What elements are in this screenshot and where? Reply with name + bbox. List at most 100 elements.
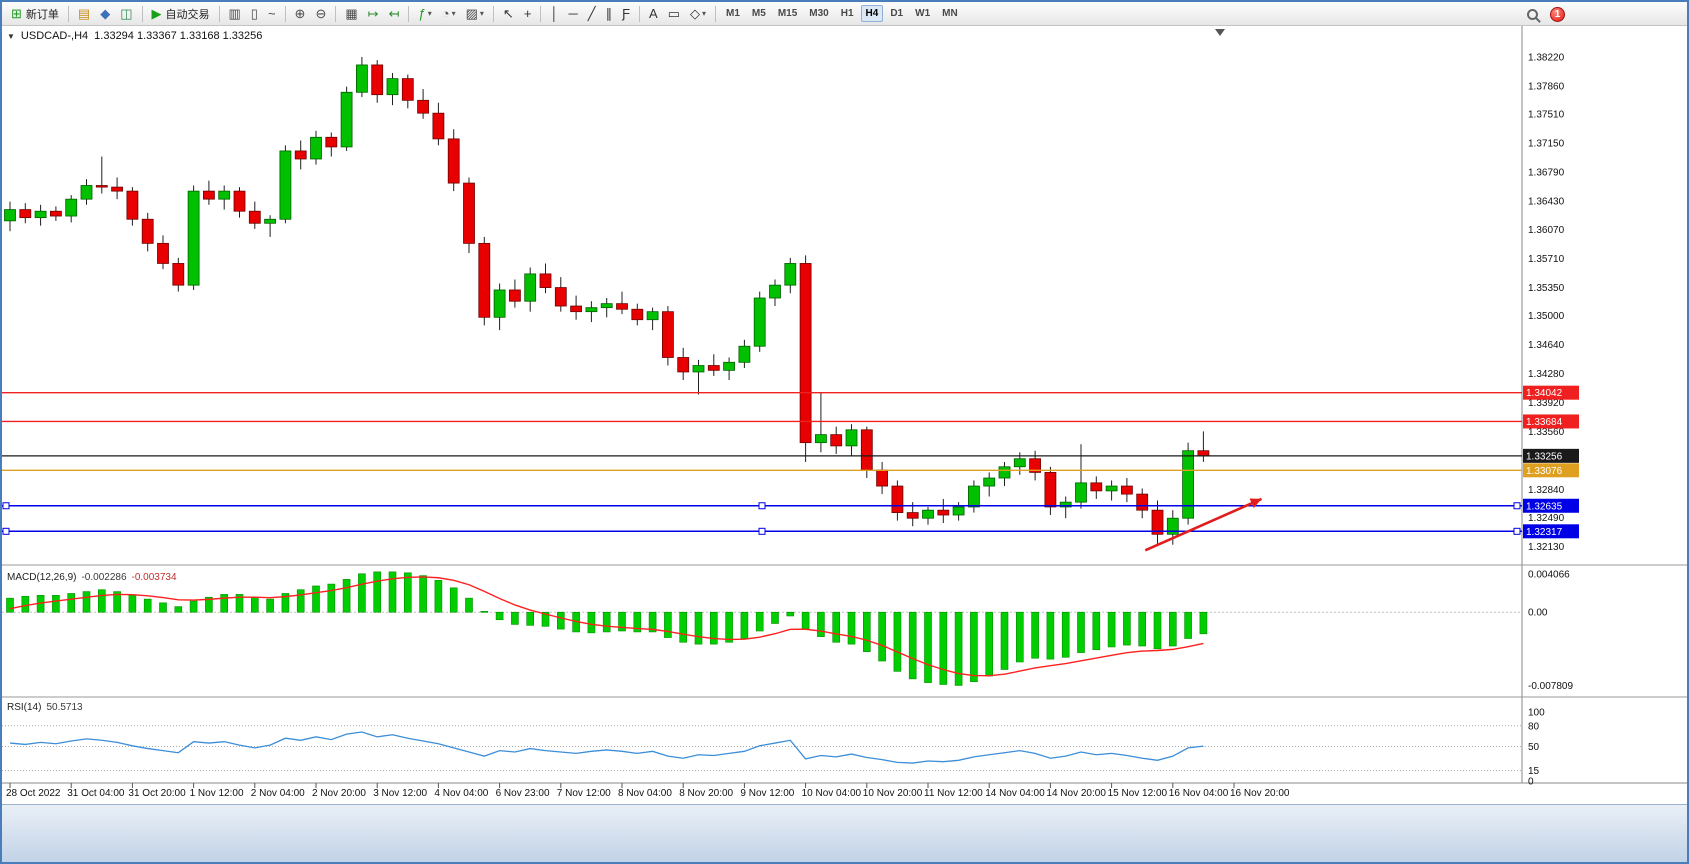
svg-text:15: 15 xyxy=(1528,766,1540,777)
timeframe-m15-button[interactable]: M15 xyxy=(777,8,798,19)
market-watch-button[interactable]: ▤ xyxy=(74,4,94,24)
vertical-line-button[interactable]: │ xyxy=(546,4,562,24)
svg-text:1.38220: 1.38220 xyxy=(1528,52,1565,63)
chart-dropdown-icon[interactable]: ▼ xyxy=(7,31,15,41)
candlestick-chart-icon: ▯ xyxy=(250,6,258,21)
price-tag: 1.33256 xyxy=(1523,448,1579,463)
svg-text:4 Nov 04:00: 4 Nov 04:00 xyxy=(434,788,488,799)
terminal-button[interactable]: ◫ xyxy=(116,4,136,24)
terminal-icon: ◫ xyxy=(120,6,133,21)
svg-text:1.36430: 1.36430 xyxy=(1528,196,1565,207)
auto-trading-button-label: 自动交易 xyxy=(165,8,210,21)
notification-badge[interactable]: 1 xyxy=(1550,6,1565,22)
periods-button[interactable]: ◔ ▾ xyxy=(438,4,460,24)
channel-button[interactable]: ∥ xyxy=(602,4,617,24)
indicators-icon: ƒ xyxy=(418,6,426,21)
toolbar-separator xyxy=(540,5,542,22)
auto-scroll-icon: ↦ xyxy=(367,6,379,21)
rsi-value: 50.5713 xyxy=(46,702,83,713)
svg-text:1.33920: 1.33920 xyxy=(1528,398,1565,409)
svg-text:1.32130: 1.32130 xyxy=(1528,542,1565,553)
svg-text:80: 80 xyxy=(1528,721,1540,732)
timeframe-m30-button[interactable]: M30 xyxy=(809,8,829,19)
svg-text:8 Nov 20:00: 8 Nov 20:00 xyxy=(679,788,733,799)
svg-text:11 Nov 12:00: 11 Nov 12:00 xyxy=(924,788,983,799)
templates-button[interactable]: ▨ ▾ xyxy=(462,4,488,24)
timeframe-d1-button[interactable]: D1 xyxy=(890,8,904,19)
text-label-button[interactable]: ▭ xyxy=(664,4,684,24)
svg-text:3 Nov 12:00: 3 Nov 12:00 xyxy=(373,788,427,799)
svg-text:2 Nov 20:00: 2 Nov 20:00 xyxy=(312,788,366,799)
toolbar-separator xyxy=(715,5,717,22)
svg-text:0.004066: 0.004066 xyxy=(1528,570,1570,581)
svg-text:1.32490: 1.32490 xyxy=(1528,513,1565,524)
navigator-icon: ◆ xyxy=(100,6,111,21)
toolbar-separator xyxy=(639,5,641,22)
svg-text:14 Nov 04:00: 14 Nov 04:00 xyxy=(985,788,1045,799)
rsi-line xyxy=(9,731,1204,764)
new-order-icon: ⊞ xyxy=(11,6,22,21)
timeframe-mn-button[interactable]: MN xyxy=(942,8,958,19)
search-icon[interactable] xyxy=(1527,8,1538,20)
svg-text:1.37860: 1.37860 xyxy=(1528,81,1565,92)
candlestick-series xyxy=(4,56,1210,545)
chart-window[interactable]: 1.38220 1.37860 1.37510 1.37150 1.36790 1.364… xyxy=(2,26,1687,804)
line-chart-button[interactable]: ~ xyxy=(264,4,280,24)
trendline-button[interactable]: ╱ xyxy=(584,4,600,24)
cursor-button[interactable]: ↖ xyxy=(499,4,518,24)
svg-text:1.35350: 1.35350 xyxy=(1528,283,1565,294)
new-order-button[interactable]: ⊞ 新订单 xyxy=(7,4,63,24)
toolbar-separator xyxy=(492,5,494,22)
timeframe-w1-button[interactable]: W1 xyxy=(915,8,931,19)
candlestick-chart-button[interactable]: ▯ xyxy=(247,4,262,24)
toolbar-separator xyxy=(408,5,410,22)
zoom-in-icon: ⊕ xyxy=(294,6,306,21)
crosshair-button[interactable]: + xyxy=(520,4,536,24)
svg-text:1.35710: 1.35710 xyxy=(1528,254,1565,265)
auto-trading-button[interactable]: ▶ 自动交易 xyxy=(148,4,214,24)
dropdown-caret-icon: ▾ xyxy=(427,9,432,18)
macd-value-signal: -0.003734 xyxy=(131,572,177,583)
zoom-out-button[interactable]: ⊖ xyxy=(311,4,330,24)
crosshair-icon: + xyxy=(523,6,532,21)
templates-icon: ▨ xyxy=(465,6,478,21)
tile-windows-button[interactable]: ▦ xyxy=(341,4,361,24)
svg-text:1 Nov 12:00: 1 Nov 12:00 xyxy=(190,788,244,799)
navigator-button[interactable]: ◆ xyxy=(96,4,114,24)
support-line-lower[interactable] xyxy=(2,527,1522,535)
chart-shift-button[interactable]: ↤ xyxy=(385,4,404,24)
fibonacci-button[interactable]: Ƒ xyxy=(618,4,634,24)
support-line-upper[interactable] xyxy=(2,502,1522,510)
chart-shift-icon: ↤ xyxy=(388,6,400,21)
indicators-button[interactable]: ƒ ▾ xyxy=(414,4,435,24)
chart-header: ▼ USDCAD-,H4 1.33294 1.33367 1.33168 1.3… xyxy=(7,30,262,42)
price-tag: 1.32635 xyxy=(1523,498,1579,513)
bar-chart-button[interactable]: ▥ xyxy=(225,4,245,24)
svg-text:-0.007809: -0.007809 xyxy=(1528,681,1573,692)
chart-title: USDCAD-,H4 xyxy=(20,30,89,42)
auto-scroll-button[interactable]: ↦ xyxy=(364,4,383,24)
horizontal-line-button[interactable]: ─ xyxy=(565,4,582,24)
timeframe-h1-button[interactable]: H1 xyxy=(840,8,854,19)
svg-text:1.36790: 1.36790 xyxy=(1528,167,1565,178)
price-shift-marker[interactable] xyxy=(1215,29,1225,36)
shapes-button[interactable]: ◇ ▾ xyxy=(686,4,710,24)
timeframe-h4-button[interactable]: H4 xyxy=(860,5,884,22)
chart-ohlc-values: 1.33294 1.33367 1.33168 1.33256 xyxy=(94,30,263,42)
timeframe-m5-button[interactable]: M5 xyxy=(751,8,766,19)
shapes-icon: ◇ xyxy=(690,6,700,21)
svg-text:1.35000: 1.35000 xyxy=(1528,311,1565,322)
zoom-in-button[interactable]: ⊕ xyxy=(291,4,310,24)
toolbar-right: 1 xyxy=(1527,2,1565,26)
svg-text:1.32317: 1.32317 xyxy=(1526,527,1563,538)
toolbar-separator xyxy=(218,5,220,22)
timeframe-m1-button[interactable]: M1 xyxy=(726,8,740,19)
trend-arrow[interactable] xyxy=(1144,497,1263,552)
svg-text:28 Oct 2022: 28 Oct 2022 xyxy=(6,788,61,799)
price-tag: 1.33076 xyxy=(1523,463,1579,478)
svg-text:14 Nov 20:00: 14 Nov 20:00 xyxy=(1046,788,1106,799)
trendline-icon: ╱ xyxy=(587,6,596,21)
rsi-axis: 100 80 50 150 xyxy=(1528,708,1545,788)
text-button[interactable]: A xyxy=(645,4,662,24)
macd-name: MACD(12,26,9) xyxy=(7,572,77,583)
